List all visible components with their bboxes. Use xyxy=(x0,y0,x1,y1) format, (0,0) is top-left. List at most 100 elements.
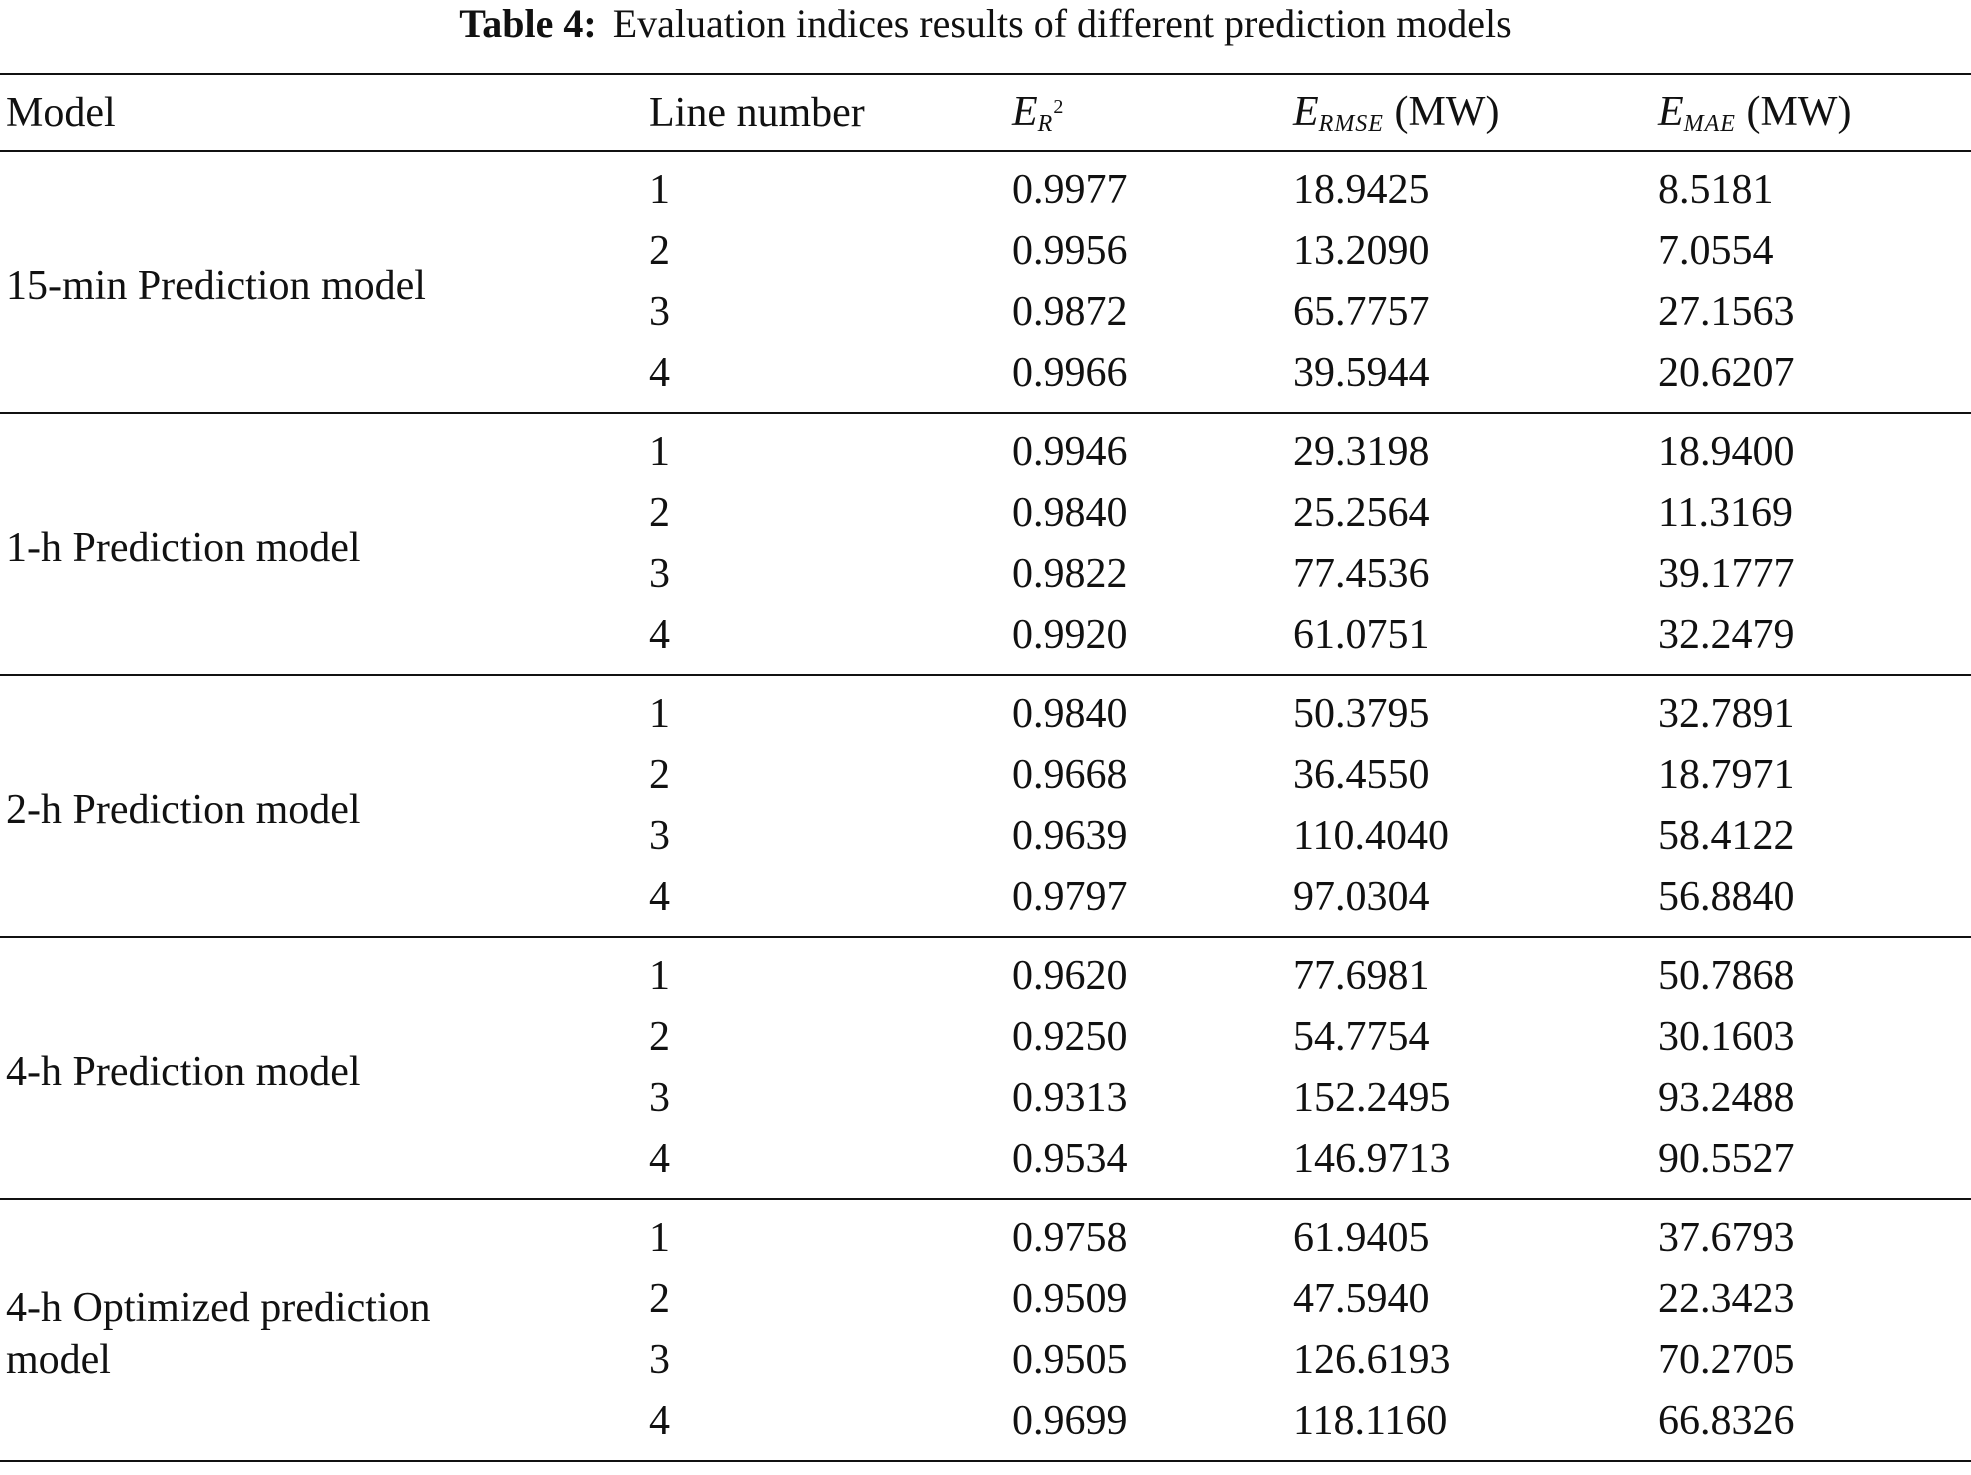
table-row: 2 0.9668 36.4550 18.7971 xyxy=(0,745,1971,806)
evaluation-results-table: Model Line number ER2 ERMSE (MW) EMAE (M… xyxy=(0,73,1971,1462)
r2-cell: 0.9505 xyxy=(1012,1337,1128,1383)
r2-cell: 0.9872 xyxy=(1012,289,1128,335)
rmse-cell: 50.3795 xyxy=(1293,691,1430,737)
line-number-cell: 4 xyxy=(649,350,670,396)
table-caption: Table 4: Evaluation indices results of di… xyxy=(0,0,1971,60)
line-number-cell: 2 xyxy=(649,1014,670,1060)
mae-cell: 70.2705 xyxy=(1658,1337,1795,1383)
table-row: 4 0.9797 97.0304 56.8840 xyxy=(0,867,1971,937)
r2-cell: 0.9946 xyxy=(1012,429,1128,475)
mae-cell: 20.6207 xyxy=(1658,350,1795,396)
table-caption-text: Evaluation indices results of different … xyxy=(612,1,1512,46)
model-name: 15-min Prediction model xyxy=(6,263,426,309)
model-name: 4-h Optimized prediction model xyxy=(6,1285,431,1383)
table-row: 3 0.9872 65.7757 27.1563 xyxy=(0,282,1971,343)
table-row: 15-min Prediction model 1 0.9977 18.9425… xyxy=(0,151,1971,309)
model-group: 15-min Prediction model 1 0.9977 18.9425… xyxy=(0,151,1971,413)
table-row: 2 0.9509 47.5940 22.3423 xyxy=(0,1269,1971,1330)
header-rmse: ERMSE (MW) xyxy=(1287,74,1652,151)
line-number-cell: 4 xyxy=(649,1136,670,1182)
table-row: 4 0.9920 61.0751 32.2479 xyxy=(0,605,1971,675)
model-group: 1-h Prediction model 1 0.9946 29.3198 18… xyxy=(0,413,1971,675)
model-name: 2-h Prediction model xyxy=(6,787,361,833)
line-number-cell: 4 xyxy=(649,612,670,658)
mae-cell: 56.8840 xyxy=(1658,874,1795,920)
table-row: 2-h Prediction model 1 0.9840 50.3795 32… xyxy=(0,675,1971,833)
mae-cell: 90.5527 xyxy=(1658,1136,1795,1182)
r2-cell: 0.9620 xyxy=(1012,953,1128,999)
model-group: 4-h Prediction model 1 0.9620 77.6981 50… xyxy=(0,937,1971,1199)
line-number-cell: 3 xyxy=(649,1075,670,1121)
mae-cell: 11.3169 xyxy=(1658,490,1793,536)
rmse-cell: 152.2495 xyxy=(1293,1075,1451,1121)
rmse-cell: 77.6981 xyxy=(1293,953,1430,999)
line-number-cell: 3 xyxy=(649,813,670,859)
rmse-cell: 110.4040 xyxy=(1293,813,1449,859)
mae-cell: 18.9400 xyxy=(1658,429,1795,475)
line-number-cell: 1 xyxy=(649,1215,670,1261)
r2-cell: 0.9920 xyxy=(1012,612,1128,658)
rmse-cell: 118.1160 xyxy=(1293,1398,1448,1444)
line-number-cell: 1 xyxy=(649,691,670,737)
r2-cell: 0.9313 xyxy=(1012,1075,1128,1121)
line-number-cell: 2 xyxy=(649,490,670,536)
table-row: 4-h Optimized prediction model 1 0.9758 … xyxy=(0,1199,1971,1383)
line-number-cell: 2 xyxy=(649,752,670,798)
table-row: 2 0.9250 54.7754 30.1603 xyxy=(0,1007,1971,1068)
header-r2: ER2 xyxy=(1006,74,1287,151)
model-name: 4-h Prediction model xyxy=(6,1049,361,1095)
table-header: Model Line number ER2 ERMSE (MW) EMAE (M… xyxy=(0,74,1971,151)
rmse-cell: 65.7757 xyxy=(1293,289,1430,335)
line-number-cell: 4 xyxy=(649,1398,670,1444)
mae-cell: 27.1563 xyxy=(1658,289,1795,335)
line-number-cell: 4 xyxy=(649,874,670,920)
rmse-cell: 39.5944 xyxy=(1293,350,1430,396)
table-row: 2 0.9956 13.2090 7.0554 xyxy=(0,221,1971,282)
rmse-cell: 13.2090 xyxy=(1293,228,1430,274)
header-mae: EMAE (MW) xyxy=(1652,74,1971,151)
r2-cell: 0.9639 xyxy=(1012,813,1128,859)
r2-cell: 0.9797 xyxy=(1012,874,1128,920)
table-row: 4-h Prediction model 1 0.9620 77.6981 50… xyxy=(0,937,1971,1095)
rmse-cell: 146.9713 xyxy=(1293,1136,1451,1182)
table-row: 2 0.9840 25.2564 11.3169 xyxy=(0,483,1971,544)
r2-cell: 0.9966 xyxy=(1012,350,1128,396)
line-number-cell: 2 xyxy=(649,228,670,274)
header-rmse-unit: (MW) xyxy=(1394,88,1500,135)
mae-cell: 8.5181 xyxy=(1658,167,1774,213)
model-name: 1-h Prediction model xyxy=(6,525,361,571)
header-mae-symbol: E xyxy=(1658,88,1684,135)
line-number-cell: 2 xyxy=(649,1276,670,1322)
rmse-cell: 126.6193 xyxy=(1293,1337,1451,1383)
header-rmse-sub: RMSE xyxy=(1318,110,1384,137)
model-group: 2-h Prediction model 1 0.9840 50.3795 32… xyxy=(0,675,1971,937)
header-r2-symbol: E xyxy=(1012,88,1038,135)
mae-cell: 30.1603 xyxy=(1658,1014,1795,1060)
header-mae-unit: (MW) xyxy=(1746,88,1852,135)
r2-cell: 0.9668 xyxy=(1012,752,1128,798)
header-mae-sub: MAE xyxy=(1683,110,1736,137)
header-row: Model Line number ER2 ERMSE (MW) EMAE (M… xyxy=(0,74,1971,151)
rmse-cell: 29.3198 xyxy=(1293,429,1430,475)
mae-cell: 93.2488 xyxy=(1658,1075,1795,1121)
rmse-cell: 97.0304 xyxy=(1293,874,1430,920)
line-number-cell: 1 xyxy=(649,429,670,475)
mae-cell: 37.6793 xyxy=(1658,1215,1795,1261)
model-group: 4-h Optimized prediction model 1 0.9758 … xyxy=(0,1199,1971,1461)
header-r2-sup: 2 xyxy=(1053,95,1064,118)
table-caption-label: Table 4: xyxy=(459,1,597,46)
table-row: 3 0.9505 126.6193 70.2705 xyxy=(0,1330,1971,1391)
rmse-cell: 36.4550 xyxy=(1293,752,1430,798)
r2-cell: 0.9509 xyxy=(1012,1276,1128,1322)
mae-cell: 66.8326 xyxy=(1658,1398,1795,1444)
rmse-cell: 77.4536 xyxy=(1293,551,1430,597)
r2-cell: 0.9977 xyxy=(1012,167,1128,213)
line-number-cell: 3 xyxy=(649,289,670,335)
rmse-cell: 61.9405 xyxy=(1293,1215,1430,1261)
mae-cell: 50.7868 xyxy=(1658,953,1795,999)
r2-cell: 0.9758 xyxy=(1012,1215,1128,1261)
mae-cell: 7.0554 xyxy=(1658,228,1774,274)
r2-cell: 0.9822 xyxy=(1012,551,1128,597)
line-number-cell: 1 xyxy=(649,167,670,213)
